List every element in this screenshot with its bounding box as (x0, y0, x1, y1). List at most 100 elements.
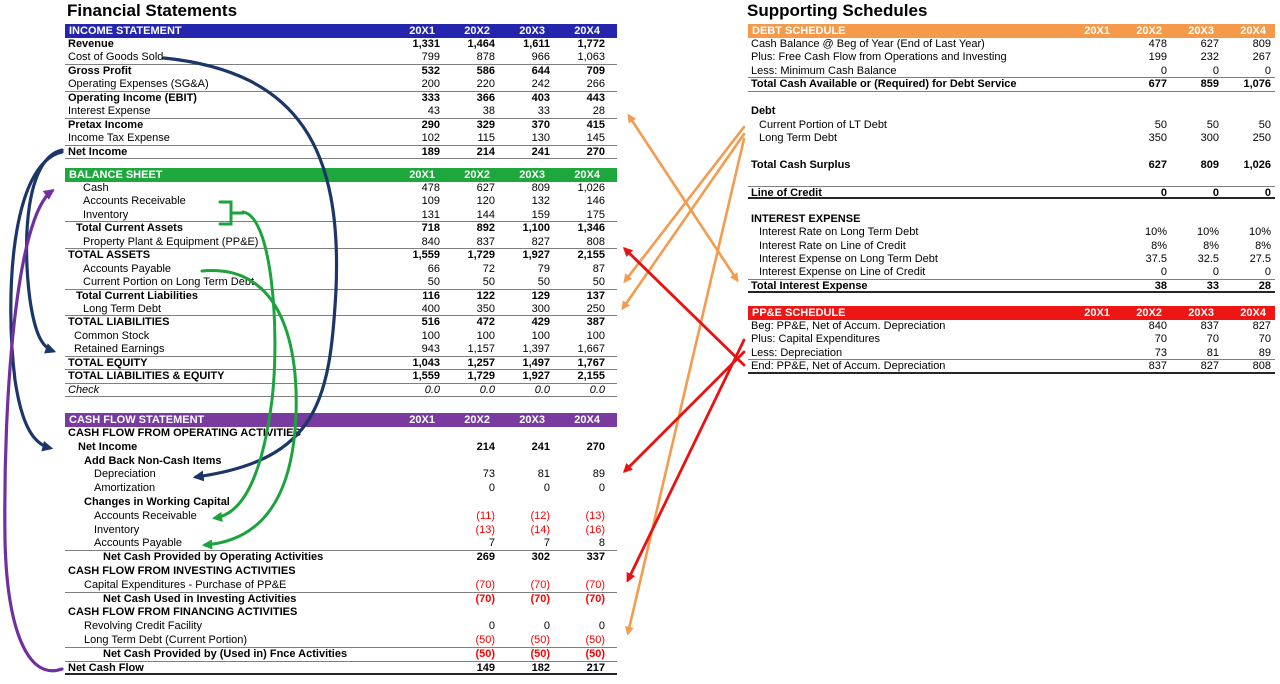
cell-value: 50 (1154, 118, 1167, 131)
row-accounts-payable: Accounts Payable 66 72 79 87 (65, 263, 617, 276)
table-title: BALANCE SHEET (69, 169, 163, 181)
row-total-liabilities-equity: TOTAL LIABILITIES & EQUITY 1,559 1,729 1,92… (65, 370, 617, 384)
header-spacer (609, 24, 617, 38)
row-spacer (609, 496, 617, 510)
row-changes-in-working-capital: Changes in Working Capital (65, 496, 617, 510)
cell-value: 808 (586, 235, 605, 248)
cell-value: 478 (1148, 38, 1167, 50)
cell-value: 329 (476, 118, 495, 131)
row-spacer (609, 276, 617, 289)
cell-value (1067, 172, 1119, 185)
year-column-header: 20X1 (409, 25, 435, 37)
table-title: CASH FLOW STATEMENT (69, 414, 205, 426)
cell-value: 516 (421, 316, 440, 329)
row-spacer (609, 263, 617, 276)
row-cash-flow-from-financing-activities: CASH FLOW FROM FINANCING ACTIVITIES (65, 606, 617, 620)
cell-value: 241 (531, 440, 550, 453)
row-label: Long Term Debt (759, 132, 838, 145)
row-spacer (609, 441, 617, 455)
cell-value: 0 (1160, 266, 1167, 279)
cell-value (499, 496, 554, 510)
cell-value: 10% (1248, 226, 1271, 239)
row-spacer (1275, 105, 1280, 118)
cell-value: (50) (585, 647, 605, 660)
cell-value: 214 (476, 145, 495, 158)
row-label: Accounts Payable (83, 262, 172, 275)
row-spacer (1275, 172, 1280, 185)
row-total-cash-surplus: Total Cash Surplus 627 809 1,026 (748, 159, 1275, 172)
row-label (748, 172, 1067, 185)
row-label: TOTAL LIABILITIES (68, 316, 170, 329)
cell-value: 0 (1160, 64, 1167, 77)
row-spacer (748, 172, 1275, 185)
header-spacer (609, 168, 617, 182)
row-spacer (609, 634, 617, 648)
cell-value: 892 (476, 222, 495, 235)
row-total-interest-expense: Total Interest Expense 38 33 28 (748, 279, 1275, 294)
year-column-header: 20X2 (1136, 307, 1162, 319)
cell-value: 102 (421, 132, 440, 145)
row-operating-expenses-sg-a: Operating Expenses (SG&A) 200 220 242 266 (65, 78, 617, 92)
row-spacer (609, 510, 617, 524)
row-label: Debt (751, 105, 776, 118)
row-property-plant-equipment-pp-e: Property Plant & Equipment (PP&E) 840 837 8… (65, 235, 617, 250)
cell-value: 50 (592, 276, 605, 289)
cell-value: 149 (476, 661, 495, 674)
cell-value (499, 455, 554, 469)
row-label: Less: Depreciation (751, 346, 843, 359)
cell-value: 32.5 (1197, 253, 1219, 265)
cell-value: 241 (531, 145, 550, 158)
cell-value (1223, 92, 1275, 105)
arrow-debt-to-cf-long-term-debt (625, 137, 746, 636)
cell-value (1223, 172, 1275, 185)
cell-value: 0 (1212, 266, 1219, 279)
row-revenue: Revenue 1,331 1,464 1,611 1,772 (65, 38, 617, 51)
row-inventory: Inventory 131 144 159 175 (65, 209, 617, 223)
cell-value: 79 (537, 262, 550, 275)
cell-value (389, 620, 444, 634)
cell-value: 827 (1200, 360, 1219, 373)
row-spacer (748, 92, 1275, 105)
row-label: Plus: Free Cash Flow from Operations and… (751, 51, 1007, 64)
row-spacer (1275, 240, 1280, 253)
row-spacer (609, 384, 617, 397)
row-label: Total Interest Expense (751, 279, 868, 292)
cell-value (1171, 199, 1223, 212)
row-cost-of-goods-sold: Cost of Goods Sold 799 878 966 1,063 (65, 51, 617, 65)
row-spacer (609, 620, 617, 634)
cell-value: 333 (421, 91, 440, 104)
row-spacer (1275, 226, 1280, 239)
income-statement-table: INCOME STATEMENT 20X1 20X2 20X3 20X4 Revenue 1… (65, 24, 617, 159)
cell-value (389, 496, 444, 510)
cell-value (389, 648, 444, 662)
row-label: Interest Expense on Long Term Debt (759, 253, 938, 265)
year-column-header: 20X4 (1240, 307, 1266, 319)
cell-value: 189 (421, 145, 440, 158)
cell-value: 129 (531, 289, 550, 302)
cell-value: 1,729 (467, 249, 495, 262)
row-spacer (1275, 347, 1280, 360)
cell-value: 8 (598, 537, 605, 550)
row-total-cash-available-or-required-for-debt-service: Total Cash Available or (Required) for D… (748, 78, 1275, 92)
cell-value: 0 (1264, 186, 1271, 199)
row-income-tax-expense: Income Tax Expense 102 115 130 145 (65, 132, 617, 146)
arrow-ppe-depreciation-to-cf-depreciation (622, 350, 746, 474)
year-column-header: 20X2 (464, 169, 490, 181)
cell-value (1067, 226, 1119, 239)
cell-value: 10% (1144, 226, 1167, 239)
year-column-header: 20X2 (464, 25, 490, 37)
row-label: Net Cash Provided by Operating Activitie… (103, 551, 324, 564)
row-total-equity: TOTAL EQUITY 1,043 1,257 1,497 1,767 (65, 356, 617, 371)
cell-value: 478 (421, 182, 440, 194)
row-spacer (609, 290, 617, 303)
cell-value: 809 (1200, 158, 1219, 171)
cell-value: 50 (427, 276, 440, 289)
cell-value: 50 (537, 276, 550, 289)
cell-value: 627 (476, 182, 495, 194)
cell-value: 472 (476, 316, 495, 329)
cell-value (1119, 213, 1171, 226)
row-label: Current Portion of LT Debt (759, 118, 887, 131)
cell-value: 1,257 (467, 356, 495, 369)
row-label: Interest Expense (68, 105, 151, 118)
cell-value: 337 (586, 551, 605, 564)
